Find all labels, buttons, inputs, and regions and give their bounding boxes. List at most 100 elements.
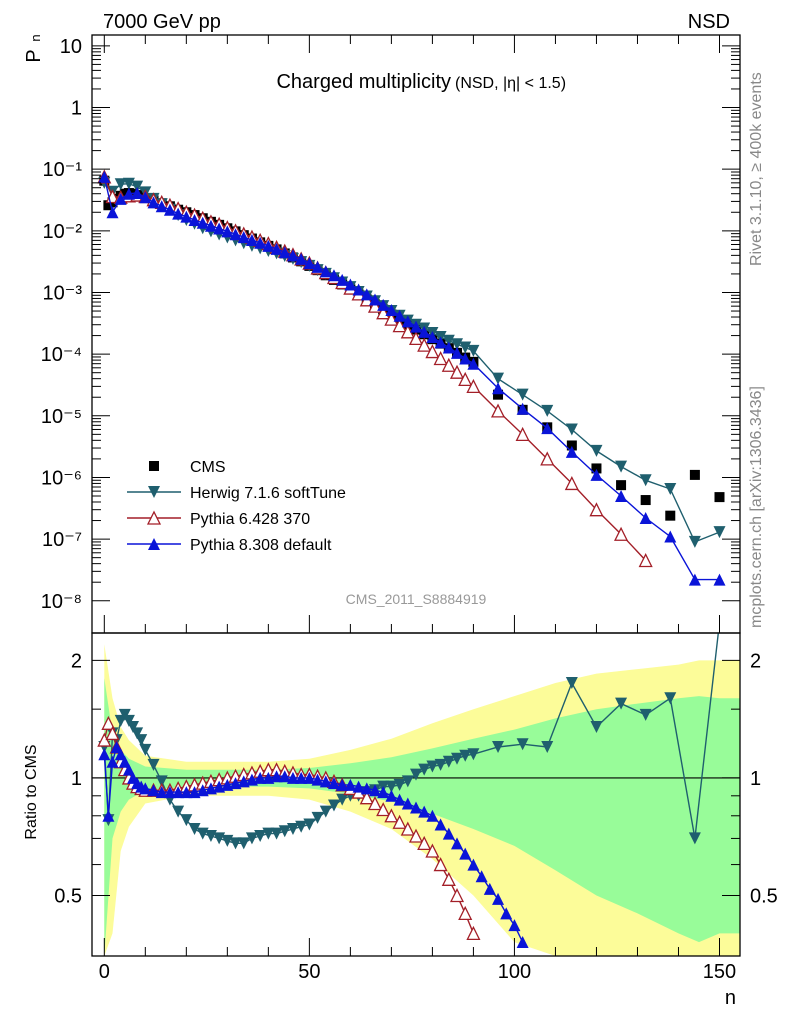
ratio-point — [311, 773, 324, 786]
data-point — [131, 180, 144, 193]
uncertainty-band-inner — [104, 678, 741, 956]
data-point — [459, 352, 472, 365]
data-point — [664, 530, 677, 543]
data-point — [139, 191, 152, 204]
data-point — [393, 309, 406, 322]
data-point — [204, 219, 217, 232]
data-point — [459, 341, 472, 354]
ratio-point — [541, 741, 554, 754]
ratio-y-axis-label: Ratio to CMS — [23, 744, 40, 839]
data-point — [392, 318, 407, 333]
data-point — [367, 298, 383, 313]
data-point — [589, 502, 604, 517]
legend-label: Pythia 6.428 370 — [190, 511, 310, 528]
data-point — [490, 403, 506, 418]
ratio-point — [102, 809, 115, 822]
ratio-point — [459, 847, 472, 860]
data-point — [155, 200, 168, 213]
data-point — [688, 573, 701, 586]
x-tick-label: 150 — [703, 961, 736, 983]
x-tick-label: 100 — [498, 961, 531, 983]
legend: CMS Herwig 7.1.6 softTune Pythia 6.428 370… — [127, 459, 346, 554]
data-point — [458, 371, 473, 387]
data-point — [714, 492, 725, 503]
ratio-y-tick-label-right: 0.5 — [750, 886, 778, 908]
data-point — [295, 252, 308, 265]
ratio-point — [319, 805, 332, 818]
ratio-point — [425, 843, 440, 858]
data-point — [213, 222, 226, 235]
ratio-point — [254, 771, 267, 784]
y-tick-label: 1 — [71, 98, 82, 120]
ratio-point — [418, 763, 431, 776]
ratio-point — [492, 892, 505, 905]
ratio-point — [278, 825, 291, 838]
data-point — [410, 320, 422, 333]
ratio-point — [127, 721, 140, 734]
ratio-point — [172, 786, 185, 799]
data-point — [516, 402, 529, 415]
data-point — [664, 482, 677, 495]
y-tick-label: 10⁻⁴ — [41, 344, 82, 366]
data-point — [442, 334, 455, 347]
data-point — [385, 303, 398, 316]
ratio-point — [155, 786, 168, 799]
data-point — [384, 311, 399, 326]
data-point — [493, 389, 504, 400]
ratio-point — [278, 770, 291, 783]
data-point — [434, 336, 447, 349]
data-point — [590, 444, 603, 457]
ratio-point — [360, 782, 373, 795]
ratio-point — [101, 715, 116, 730]
ratio-point — [131, 727, 144, 740]
ratio-point — [401, 797, 414, 810]
ratio-point — [155, 775, 168, 788]
ratio-point — [565, 677, 578, 690]
watermark-label: CMS_2011_S8884919 — [346, 591, 487, 607]
x-tick-label: 0 — [99, 961, 110, 983]
series-2 — [97, 169, 653, 568]
ratio-point — [118, 755, 131, 768]
ratio-point — [367, 796, 383, 811]
chart-subtitle: (NSD, |η| < 1.5) — [455, 75, 566, 92]
ratio-point — [466, 925, 481, 941]
ratio-point — [286, 771, 299, 784]
y-tick-label: 10⁻⁵ — [41, 406, 82, 428]
data-point — [590, 468, 603, 481]
ratio-point — [401, 775, 414, 788]
ratio-point — [344, 778, 357, 791]
data-point — [122, 187, 135, 200]
data-point — [98, 170, 111, 183]
data-point — [425, 344, 440, 359]
data-point — [254, 236, 267, 249]
ratio-point — [475, 870, 488, 883]
data-point — [147, 196, 160, 209]
ratio-point — [418, 805, 431, 818]
ratio-point — [393, 778, 406, 791]
ratio-point — [98, 748, 111, 761]
ratio-point — [336, 793, 349, 806]
data-point — [492, 382, 505, 395]
ratio-point — [441, 871, 456, 886]
data-point — [441, 357, 456, 372]
ratio-point — [451, 837, 464, 850]
ratio-point — [688, 832, 701, 845]
ratio-point — [319, 775, 332, 788]
ratio-point — [106, 755, 119, 768]
data-point — [665, 510, 676, 521]
series-3 — [98, 170, 726, 586]
source-label: mcplots.cern.ch [arXiv:1306.3436] — [748, 386, 765, 628]
ratio-point — [492, 741, 505, 754]
ratio-point — [410, 768, 422, 781]
ratio-point — [237, 837, 250, 850]
ratio-point — [303, 771, 316, 784]
ratio-point — [434, 758, 447, 771]
ratio-point — [163, 786, 176, 799]
ratio-point — [303, 818, 316, 831]
data-point — [262, 239, 275, 252]
y-axis-label-subscript: n — [28, 34, 43, 41]
legend-marker — [148, 486, 160, 498]
ratio-point — [410, 801, 422, 814]
data-point — [713, 526, 726, 539]
ratio-point — [590, 721, 603, 734]
